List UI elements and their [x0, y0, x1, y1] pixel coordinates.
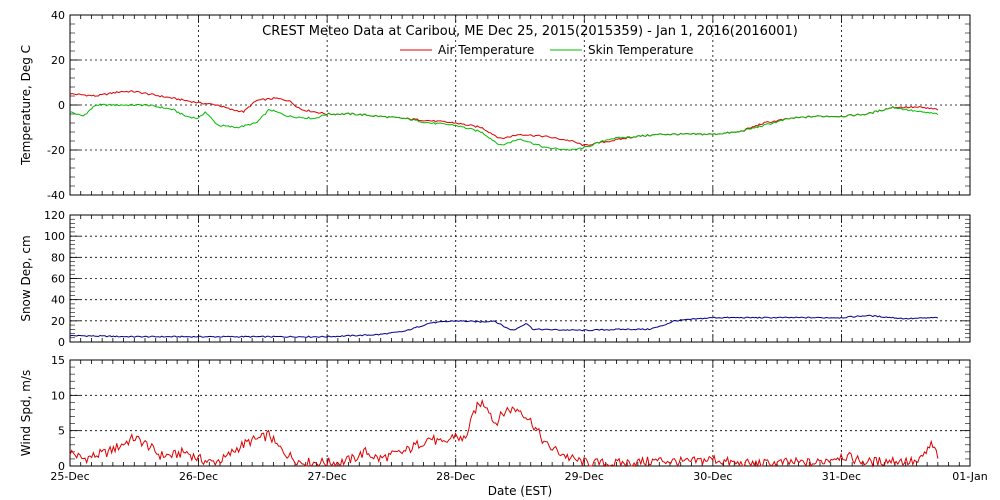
- temperature-panel: 40 20 0 -20 -40 Temperature, Deg C: [19, 9, 971, 202]
- wind-ylabel: Wind Spd, m/s: [19, 370, 33, 456]
- temperature-ytick-label: -40: [47, 189, 65, 202]
- x-tick-label: 25-Dec: [50, 470, 89, 483]
- x-tick-labels: 25-Dec 26-Dec 27-Dec 28-Dec 29-Dec 30-Dec 31-D…: [50, 470, 987, 483]
- x-tick-label: 30-Dec: [693, 470, 732, 483]
- snow-ytick-label: 100: [44, 230, 65, 243]
- snow-ylabel: Snow Dep, cm: [19, 235, 33, 321]
- snow-ytick-label: 40: [51, 294, 65, 307]
- snow-depth-panel: 120 100 80 60 40 20 0 Snow Dep, cm: [19, 209, 971, 349]
- temperature-series-line-0: [69, 90, 939, 147]
- legend-skin-label: Skin Temperature: [588, 43, 693, 57]
- legend: Air Temperature Skin Temperature: [400, 43, 693, 57]
- wind-ytick-label: 15: [51, 354, 65, 367]
- wind-ytick-label: 5: [58, 425, 65, 438]
- temperature-ytick-label: -20: [47, 144, 65, 157]
- x-tick-label: 27-Dec: [308, 470, 347, 483]
- wind-ytick-label: 0: [58, 460, 65, 473]
- temperature-ytick-label: 0: [58, 99, 65, 112]
- snow-ytick-label: 0: [58, 336, 65, 349]
- x-tick-label: 28-Dec: [436, 470, 475, 483]
- temperature-ytick-label: 40: [51, 9, 65, 22]
- temperature-series-line-1: [69, 103, 939, 151]
- x-tick-label: 29-Dec: [565, 470, 604, 483]
- wind-ytick-label: 10: [51, 389, 65, 402]
- snow-ytick-label: 80: [51, 251, 65, 264]
- x-tick-label: 31-Dec: [822, 470, 861, 483]
- wind-frame: [69, 359, 971, 467]
- temperature-ylabel: Temperature, Deg C: [19, 45, 33, 166]
- x-tick-label: 26-Dec: [179, 470, 218, 483]
- x-axis-label: Date (EST): [488, 484, 552, 498]
- snow-ytick-label: 120: [44, 209, 65, 222]
- snow-ytick-label: 60: [51, 273, 65, 286]
- legend-air-label: Air Temperature: [438, 43, 534, 57]
- wind-series-line-0: [69, 398, 939, 468]
- chart-title: CREST Meteo Data at Caribou, ME Dec 25, …: [262, 24, 798, 39]
- x-tick-label: 01-Jan: [952, 470, 988, 483]
- wind-speed-panel: 15 10 5 0 Wind Spd, m/s: [19, 354, 971, 473]
- snow-series-line-0: [69, 314, 939, 338]
- snow-ytick-label: 20: [51, 315, 65, 328]
- temperature-ytick-label: 20: [51, 54, 65, 67]
